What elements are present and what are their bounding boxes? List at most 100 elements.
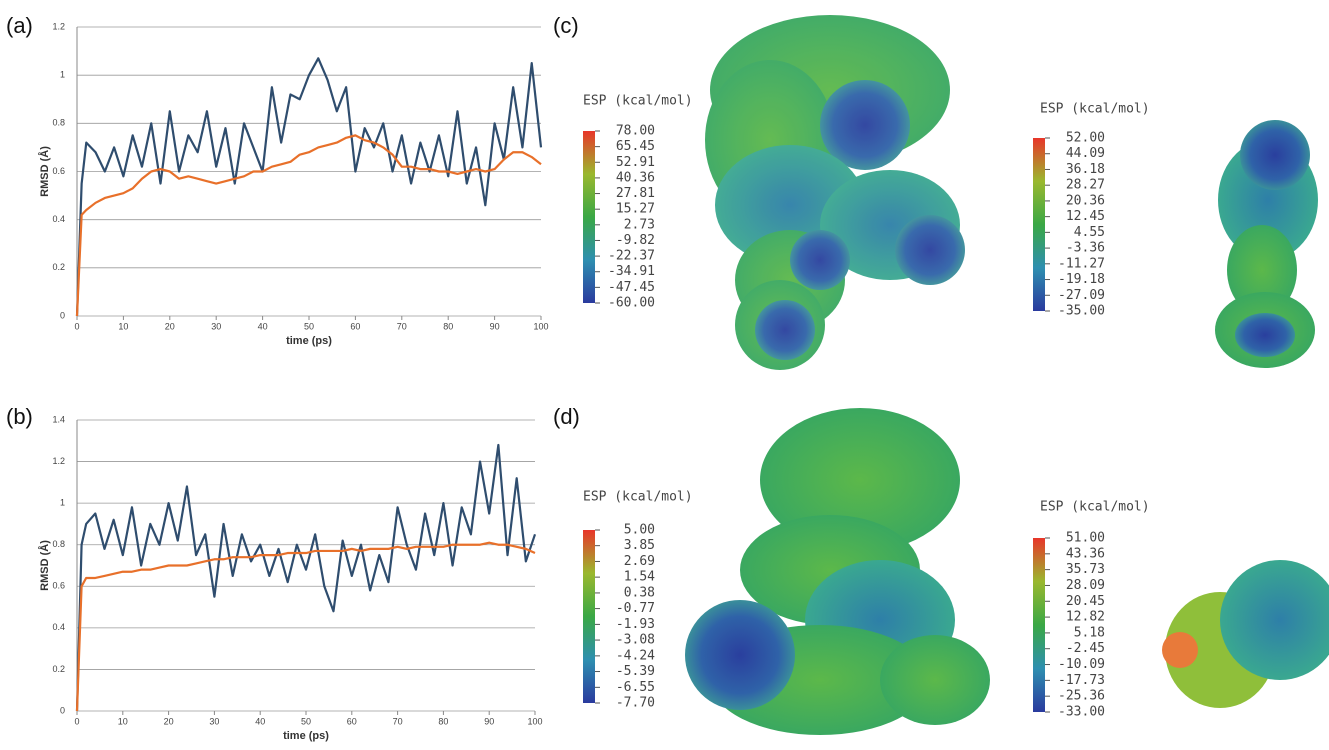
x-tick-label: 70 [393, 716, 403, 726]
molecule-surface-c1 [705, 15, 965, 370]
colorbar-label: 44.09 [1066, 146, 1105, 161]
x-tick-label: 80 [438, 716, 448, 726]
colorbar-label: -9.82 [616, 233, 655, 248]
colorbar-label: -2.45 [1066, 641, 1105, 656]
x-tick-label: 80 [443, 321, 453, 331]
x-tick-label: 20 [164, 716, 174, 726]
y-axis-label: RMSD (Å) [38, 540, 51, 591]
colorbar-label: 52.00 [1066, 131, 1105, 146]
panel-label: (d) [553, 404, 580, 429]
x-tick-label: 10 [118, 716, 128, 726]
y-tick-label: 0.8 [52, 539, 65, 549]
colorbar-label: -1.93 [616, 617, 655, 632]
x-tick-label: 40 [258, 321, 268, 331]
y-tick-label: 0.4 [52, 214, 65, 224]
colorbar-label: 78.00 [616, 124, 655, 139]
colorbar [583, 530, 595, 703]
x-tick-label: 50 [304, 321, 314, 331]
x-tick-label: 20 [165, 321, 175, 331]
y-tick-label: 1 [60, 498, 65, 508]
colorbar-label: 52.91 [616, 155, 655, 170]
colorbar-label: -17.73 [1058, 673, 1105, 688]
y-tick-label: 0.4 [52, 622, 65, 632]
colorbar-label: 5.18 [1074, 625, 1105, 640]
colorbar-label: -7.70 [616, 696, 655, 711]
colorbar-label: 12.45 [1066, 209, 1105, 224]
y-tick-label: 1 [60, 70, 65, 80]
x-tick-label: 90 [490, 321, 500, 331]
y-tick-label: 1.2 [52, 456, 65, 466]
colorbar-label: 2.69 [624, 554, 655, 569]
colorbar-label: 4.55 [1074, 225, 1105, 240]
colorbar-label: -3.36 [1066, 241, 1105, 256]
colorbar-label: 12.82 [1066, 610, 1105, 625]
colorbar-label: -10.09 [1058, 657, 1105, 672]
colorbar-label: 28.09 [1066, 578, 1105, 593]
colorbar-label: -35.00 [1058, 304, 1105, 319]
colorbar-title: ESP (kcal/mol) [1040, 500, 1150, 515]
molecule-surface-c2 [1215, 120, 1318, 368]
x-tick-label: 30 [211, 321, 221, 331]
colorbar-label: -27.09 [1058, 288, 1105, 303]
y-tick-label: 0 [60, 310, 65, 320]
colorbar-label: 65.45 [616, 139, 655, 154]
y-axis-label: RMSD (Å) [38, 146, 51, 197]
colorbar-label: -19.18 [1058, 272, 1105, 287]
x-tick-label: 50 [301, 716, 311, 726]
y-tick-label: 0 [60, 705, 65, 715]
colorbar-label: 0.38 [624, 585, 655, 600]
colorbar-label: 51.00 [1066, 531, 1105, 546]
panel-label: (a) [6, 13, 33, 38]
molecule-surface-d1 [685, 408, 990, 735]
colorbar-label: 15.27 [616, 202, 655, 217]
x-axis-label: time (ps) [286, 335, 332, 347]
colorbar-label: 2.73 [624, 217, 655, 232]
y-tick-label: 0.8 [52, 118, 65, 128]
series-line [75, 57, 543, 317]
colorbar-label: 35.73 [1066, 562, 1105, 577]
y-tick-label: 0.2 [52, 262, 65, 272]
colorbar-label: -6.55 [616, 680, 655, 695]
x-tick-label: 30 [209, 716, 219, 726]
series-line [75, 134, 542, 317]
colorbar-label: -11.27 [1058, 256, 1105, 271]
x-tick-label: 70 [397, 321, 407, 331]
x-axis-label: time (ps) [283, 730, 329, 742]
colorbar-label: 43.36 [1066, 546, 1105, 561]
colorbar-title: ESP (kcal/mol) [583, 94, 693, 109]
colorbar-label: -22.37 [608, 249, 655, 264]
x-tick-label: 100 [527, 716, 542, 726]
x-tick-label: 100 [533, 321, 548, 331]
colorbar-label: 27.81 [616, 186, 655, 201]
colorbar [1033, 138, 1045, 311]
colorbar-label: 28.27 [1066, 178, 1105, 193]
colorbar-label: -3.08 [616, 633, 655, 648]
y-tick-label: 0.6 [52, 166, 65, 176]
y-tick-label: 1.4 [52, 414, 65, 424]
panel-label: (c) [553, 13, 579, 38]
colorbar-label: 5.00 [624, 523, 655, 538]
colorbar-label: -4.24 [616, 648, 655, 663]
colorbar-title: ESP (kcal/mol) [1040, 102, 1150, 117]
colorbar-label: 20.45 [1066, 594, 1105, 609]
colorbar-label: 20.36 [1066, 193, 1105, 208]
x-tick-label: 40 [255, 716, 265, 726]
series-line [75, 541, 536, 712]
colorbar-label: -5.39 [616, 664, 655, 679]
series-line [75, 443, 537, 712]
colorbar-label: 36.18 [1066, 162, 1105, 177]
colorbar-label: -25.36 [1058, 689, 1105, 704]
colorbar [1033, 538, 1045, 712]
y-tick-label: 0.6 [52, 581, 65, 591]
colorbar [583, 131, 595, 303]
y-tick-label: 1.2 [52, 21, 65, 31]
x-tick-label: 60 [350, 321, 360, 331]
colorbar-label: -60.00 [608, 296, 655, 311]
colorbar-label: 3.85 [624, 538, 655, 553]
x-tick-label: 60 [347, 716, 357, 726]
x-tick-label: 0 [74, 321, 79, 331]
x-tick-label: 0 [74, 716, 79, 726]
panel-label: (b) [6, 404, 33, 429]
molecule-surface-d2 [1162, 560, 1329, 708]
